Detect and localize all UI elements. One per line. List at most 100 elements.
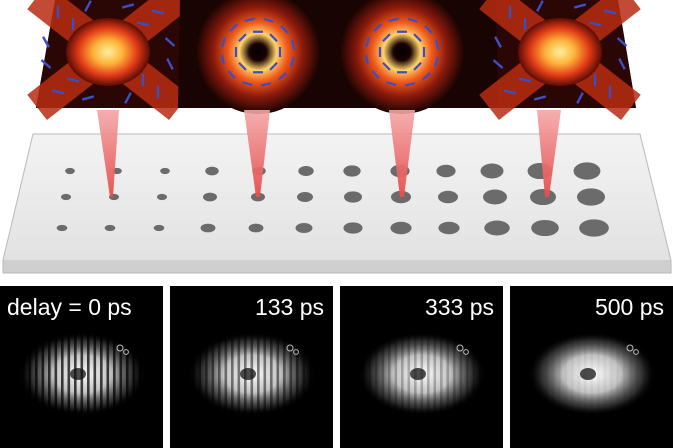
field-arrow: [365, 37, 371, 48]
emission-core: [240, 368, 256, 380]
fringe: [309, 326, 312, 422]
fringe: [100, 326, 103, 422]
delay-label: 333 ps: [424, 294, 494, 320]
fringe: [577, 326, 581, 422]
fringe: [205, 326, 208, 422]
field-arrow: [84, 0, 92, 12]
artefact: [116, 344, 124, 352]
field-arrow: [404, 82, 416, 87]
artefact: [626, 344, 634, 352]
field-arrow: [269, 33, 278, 43]
fringe: [532, 326, 535, 422]
field-arrow: [42, 36, 50, 48]
field-arrow: [503, 89, 517, 95]
emission-image: [358, 326, 489, 422]
field-arrow: [290, 39, 296, 50]
pillar: [579, 219, 609, 237]
field-arrow: [260, 82, 272, 87]
pillar: [295, 223, 313, 233]
fringe: [296, 326, 299, 422]
fringe: [394, 326, 398, 422]
fringe: [22, 326, 25, 422]
field-arrow: [388, 17, 400, 22]
fringe: [119, 326, 123, 422]
field-arrow: [618, 58, 626, 70]
fringe: [538, 326, 542, 422]
pillar: [153, 224, 165, 232]
emission-frame-delay-333: 333 ps: [340, 286, 503, 448]
artefact: [463, 349, 469, 355]
pillar: [438, 190, 458, 204]
fringe: [551, 326, 555, 422]
fringe: [257, 326, 260, 422]
field-arrow: [424, 25, 433, 34]
pillar: [531, 219, 559, 237]
mode-map-3: [336, 0, 498, 114]
field-arrow: [136, 21, 150, 27]
pillar: [484, 220, 510, 236]
fringe: [224, 326, 228, 422]
pillar: [200, 223, 216, 233]
field-arrow: [280, 25, 289, 34]
pillar: [56, 224, 68, 232]
field-arrow: [289, 56, 295, 67]
delay-label: 500 ps: [594, 294, 664, 320]
emission-core: [410, 368, 426, 380]
field-arrow: [164, 37, 176, 47]
field-arrow: [124, 92, 132, 104]
pillar: [344, 191, 362, 203]
field-arrow: [494, 36, 502, 48]
emission-image: [528, 326, 659, 422]
mode-map-strip: [27, 0, 641, 121]
field-arrow: [413, 33, 422, 43]
laser-beam-3: [389, 110, 415, 197]
fringe: [87, 326, 90, 422]
fringe: [61, 326, 64, 422]
pillar: [480, 163, 504, 179]
fringe: [41, 326, 45, 422]
field-arrow: [229, 23, 238, 32]
emission-image: [18, 326, 149, 422]
fringe: [485, 326, 489, 422]
pillar: [157, 193, 167, 201]
field-arrow: [518, 77, 532, 83]
fringe: [466, 326, 469, 422]
fringe: [362, 326, 365, 422]
fringe: [67, 326, 71, 422]
field-arrow: [573, 3, 587, 9]
illustration-scene: [2, 0, 672, 274]
field-arrow: [263, 17, 274, 23]
mode-map-2: [178, 0, 336, 114]
field-arrow: [492, 59, 504, 69]
fringe: [427, 326, 430, 422]
laser-beams: [97, 110, 561, 197]
fringe: [597, 326, 600, 422]
pillar: [530, 188, 556, 206]
fringe: [636, 326, 639, 422]
emission-frame-delay-133: 133 ps: [170, 286, 333, 448]
pillar: [248, 223, 264, 233]
artefact: [456, 344, 464, 352]
fringe: [623, 326, 626, 422]
fringe: [218, 326, 221, 422]
fringe: [106, 326, 110, 422]
fringe: [453, 326, 456, 422]
fringe: [564, 326, 568, 422]
fringe: [263, 326, 267, 422]
fringe: [315, 326, 319, 422]
field-arrow: [386, 81, 397, 87]
fringe: [289, 326, 293, 422]
sample-slab: [2, 133, 672, 274]
fringe: [446, 326, 450, 422]
artefact: [286, 344, 294, 352]
field-arrow: [81, 95, 95, 101]
laser-beam-1: [97, 110, 119, 197]
fringe: [433, 326, 437, 422]
field-arrow: [407, 17, 418, 23]
fringe: [388, 326, 391, 422]
fringe: [192, 326, 195, 422]
emission-frame-delay-0: delay = 0 ps: [0, 286, 163, 448]
fringe: [139, 326, 142, 422]
pillar: [483, 189, 507, 205]
artefact: [123, 349, 129, 355]
